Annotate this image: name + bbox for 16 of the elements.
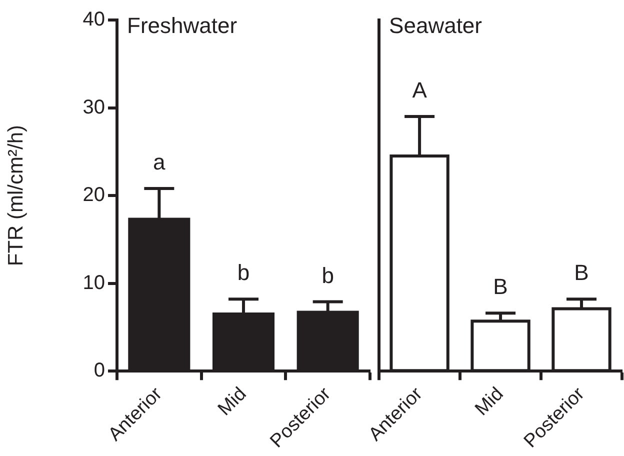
x-tick-label: Mid — [214, 384, 251, 420]
x-tick-label: Mid — [471, 384, 508, 420]
y-tick-label: 20 — [82, 184, 105, 206]
annotation: b — [322, 262, 334, 288]
y-tick-label: 30 — [82, 96, 105, 118]
annotation: a — [153, 150, 166, 175]
chart-title: Seawater — [389, 13, 482, 38]
chart-title: Freshwater — [127, 13, 238, 38]
y-tick-label: 40 — [82, 8, 105, 31]
y-tick-label: 10 — [82, 272, 105, 294]
y-axis-title: FTR (ml/cm²/h) — [4, 124, 28, 266]
annotation: A — [412, 78, 428, 103]
y-tick-label: 0 — [94, 360, 105, 382]
annotation: b — [237, 260, 250, 286]
annotation: B — [574, 260, 589, 286]
annotation: B — [493, 274, 508, 300]
